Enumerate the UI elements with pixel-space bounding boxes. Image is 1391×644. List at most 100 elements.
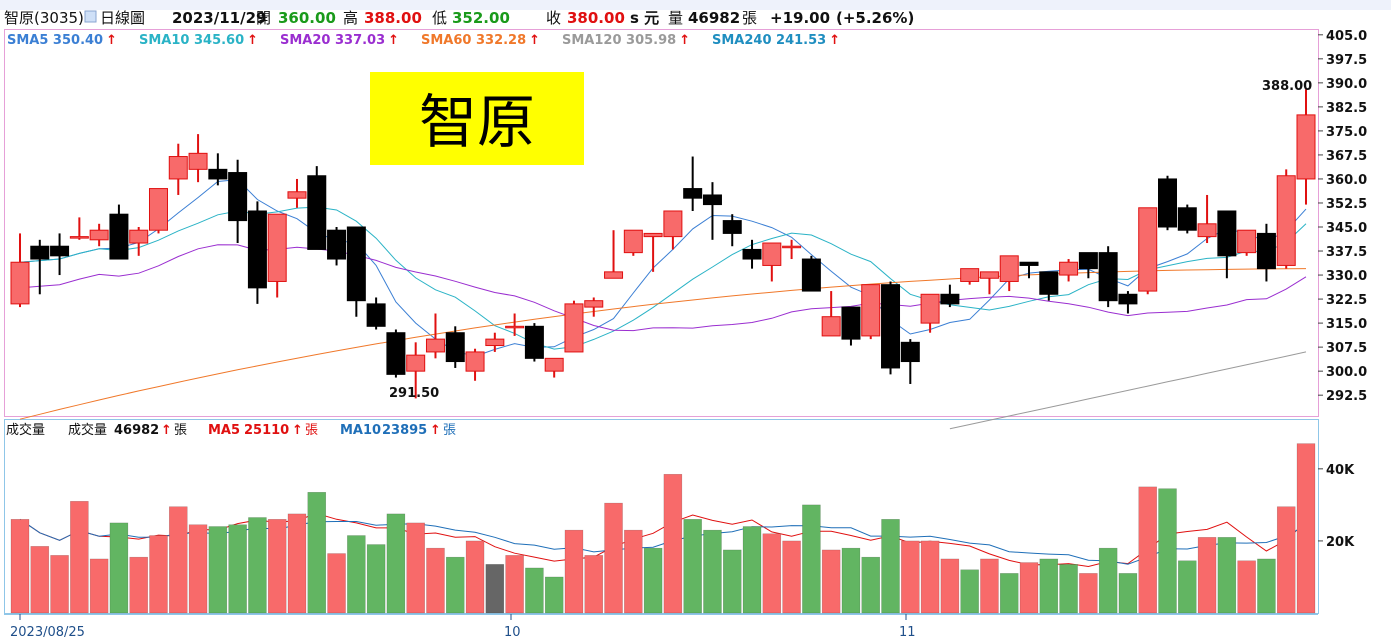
candle — [465, 348, 485, 381]
stock-name: 智原(3035) — [4, 9, 84, 27]
candle-body — [643, 232, 663, 238]
volume-bar — [821, 549, 841, 614]
candle-body — [524, 325, 544, 359]
volume-bar — [584, 555, 604, 614]
volume-bar — [782, 540, 801, 614]
candle-body — [1039, 271, 1059, 295]
candle — [623, 229, 643, 256]
candle-body — [406, 354, 426, 372]
volume-bar — [624, 529, 643, 614]
sma-legend-sma120: SMA120 305.98 — [562, 33, 676, 48]
candle — [485, 332, 505, 352]
candle-body — [346, 226, 366, 302]
candle-body — [801, 258, 821, 292]
candle — [722, 214, 742, 247]
candle-body — [742, 248, 762, 260]
title-box — [370, 72, 584, 165]
volume-bar — [386, 513, 406, 614]
candle — [10, 233, 30, 308]
candle — [445, 326, 465, 368]
candle — [346, 226, 366, 317]
candle-body — [1019, 261, 1039, 266]
sma20-line — [19, 244, 1307, 332]
candle — [960, 268, 980, 285]
candle — [406, 342, 426, 399]
candle — [1039, 271, 1059, 301]
volume-legend-label: 成交量 — [68, 422, 107, 438]
candle-body — [722, 220, 742, 234]
volume-bar — [307, 492, 327, 614]
x-label-oct: 10 — [504, 625, 521, 640]
candle — [69, 217, 89, 240]
price-tick-label: 382.5 — [1326, 101, 1367, 116]
volume-bar — [802, 504, 821, 614]
candle — [148, 188, 168, 234]
candle-body — [50, 245, 70, 257]
volume-bar — [1217, 537, 1237, 614]
sma-up-arrow: ↑ — [388, 33, 399, 48]
candle-body — [821, 316, 841, 337]
price-tick-label: 315.0 — [1326, 317, 1367, 332]
candle — [821, 291, 841, 337]
price-tick-label: 322.5 — [1326, 293, 1367, 308]
candle-body — [1217, 210, 1237, 257]
candle-body — [366, 303, 386, 327]
sma-legend-sma10: SMA10 345.60 — [139, 33, 244, 48]
open-label: 開 — [256, 9, 271, 27]
volume-axis: 40K 20K — [1318, 463, 1355, 550]
price-tick-label: 330.0 — [1326, 269, 1367, 284]
candle — [762, 242, 782, 282]
volume-bar — [446, 556, 465, 614]
candle-body — [1256, 232, 1276, 270]
ma5-up-arrow: ↑ — [292, 423, 303, 438]
period-label[interactable]: 日線圖 — [100, 9, 145, 27]
volume-unit: 張 — [742, 9, 757, 27]
candle — [386, 329, 406, 378]
header-date: 2023/11/29 — [172, 9, 266, 27]
candle — [50, 233, 70, 276]
candle-body — [762, 242, 782, 266]
volume-tick-label: 40K — [1326, 463, 1355, 478]
candle-body — [920, 293, 940, 324]
candle — [584, 297, 604, 317]
candle-body — [1138, 207, 1158, 292]
candle — [30, 239, 50, 295]
price-tick-label: 397.5 — [1326, 53, 1367, 68]
candle-body — [881, 284, 901, 369]
volume-bar — [604, 502, 623, 614]
candle — [841, 306, 861, 346]
volume-bar — [544, 576, 564, 614]
volume-bar — [1237, 560, 1256, 614]
candle-body — [861, 284, 881, 337]
candle-body — [1098, 252, 1118, 302]
candle-body — [148, 188, 168, 231]
volume-bar — [10, 519, 30, 614]
volume-ma5-line — [19, 512, 1307, 568]
candle-body — [10, 261, 30, 305]
candle — [1296, 89, 1316, 205]
volume-bar — [485, 564, 505, 614]
price-tick-label: 360.0 — [1326, 173, 1367, 188]
volume-bar — [1296, 443, 1316, 614]
volume-bar — [1079, 573, 1098, 614]
candle-body — [584, 300, 604, 308]
price-tick-label: 367.5 — [1326, 149, 1367, 164]
change-percent: (+5.26%) — [836, 9, 914, 27]
sma-up-arrow: ↑ — [679, 33, 690, 48]
ma10-up-arrow: ↑ — [430, 423, 441, 438]
ma5-legend-value: 25110 — [244, 423, 289, 438]
volume-bar — [406, 522, 425, 614]
candle-body — [168, 156, 188, 180]
candle-body — [1059, 261, 1079, 276]
volume-bar — [149, 535, 168, 614]
period-checkbox[interactable] — [84, 10, 97, 23]
open-value: 360.00 — [278, 9, 336, 27]
candle-body — [544, 357, 564, 372]
candle-body — [109, 213, 129, 260]
candle — [1177, 204, 1197, 234]
x-axis: 2023/08/25 10 11 — [10, 614, 916, 640]
candle — [307, 166, 327, 250]
candle-body — [327, 229, 347, 260]
volume-bar — [1197, 537, 1217, 614]
sma60-line — [19, 268, 1307, 420]
